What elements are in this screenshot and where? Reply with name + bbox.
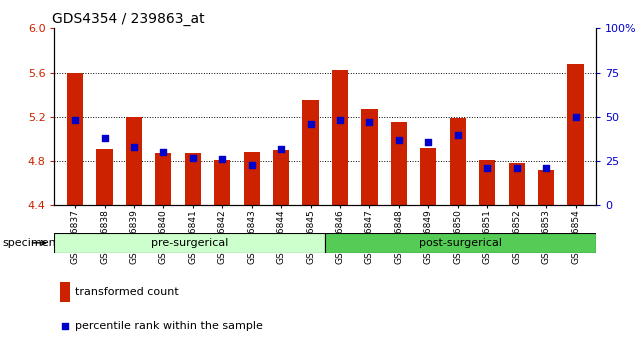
Bar (60, 282, 70, 302)
Text: specimen: specimen (3, 238, 56, 248)
Bar (450, 118, 466, 205)
Point (541, 165, 551, 171)
Point (276, 146, 287, 152)
Bar (67, 73, 83, 205)
Point (482, 165, 492, 171)
Bar (538, 170, 554, 205)
Bar (185, 153, 201, 205)
Text: GDS4354 / 239863_at: GDS4354 / 239863_at (52, 12, 204, 26)
Point (335, 118, 345, 123)
Point (158, 149, 169, 155)
Point (217, 156, 228, 162)
Point (306, 121, 316, 127)
Point (423, 139, 433, 144)
Point (453, 132, 463, 137)
Point (512, 165, 522, 171)
Bar (508, 163, 525, 205)
Bar (326, 233, 596, 253)
Bar (126, 117, 142, 205)
Bar (479, 160, 495, 205)
Bar (214, 160, 230, 205)
Bar (303, 100, 319, 205)
Point (60, 323, 70, 329)
Text: percentile rank within the sample: percentile rank within the sample (75, 321, 263, 331)
Bar (155, 153, 172, 205)
Bar (362, 109, 378, 205)
Bar (96, 149, 113, 205)
Point (188, 155, 198, 160)
Point (570, 114, 581, 120)
Point (99, 135, 110, 141)
Point (364, 119, 374, 125)
Point (394, 137, 404, 143)
Bar (54, 233, 326, 253)
Text: pre-surgerical: pre-surgerical (151, 238, 229, 248)
Bar (273, 150, 289, 205)
Bar (332, 70, 348, 205)
Text: transformed count: transformed count (75, 287, 179, 297)
Point (129, 144, 139, 150)
Bar (567, 64, 583, 205)
Text: post-surgerical: post-surgerical (419, 238, 502, 248)
Bar (391, 122, 407, 205)
Point (70, 118, 80, 123)
Bar (420, 148, 437, 205)
Point (247, 162, 257, 167)
Bar (244, 152, 260, 205)
